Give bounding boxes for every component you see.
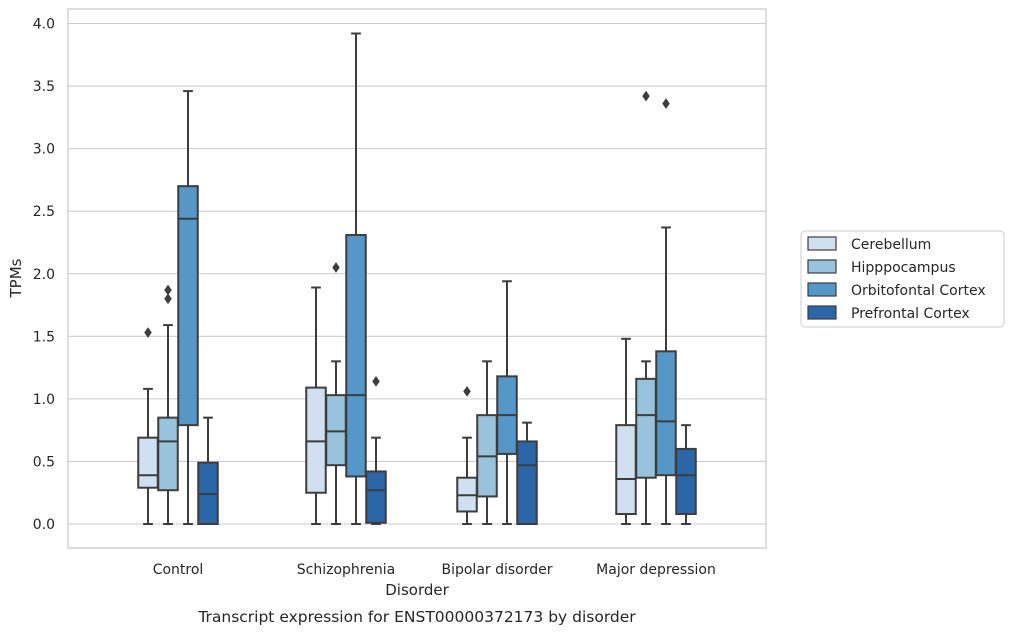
box-body — [305, 386, 327, 494]
box-body — [365, 470, 387, 524]
box — [635, 90, 657, 525]
y-tick-label: 3.0 — [33, 142, 55, 158]
legend: Cerebellum Hipppocampus Orbitofontal Corte… — [800, 230, 1005, 328]
box-body — [177, 185, 199, 427]
box-body — [655, 350, 677, 477]
box-body — [675, 447, 697, 515]
outlier-point — [372, 375, 380, 387]
outlier-point — [164, 293, 172, 305]
x-tick-label: Control — [153, 562, 204, 578]
legend-label: Cerebellum — [851, 237, 931, 253]
legend-label: Hipppocampus — [851, 260, 956, 276]
outlier-point — [144, 327, 152, 338]
y-tick-label: 2.5 — [33, 204, 55, 220]
box-body — [157, 416, 179, 492]
outlier-point — [332, 262, 340, 273]
x-axis-label: Disorder — [385, 581, 449, 599]
box — [655, 98, 677, 525]
y-axis-label: TPMs — [7, 258, 25, 298]
box-body — [615, 424, 637, 515]
box — [456, 385, 478, 525]
box — [476, 360, 498, 525]
box — [137, 327, 159, 525]
boxes — [137, 32, 697, 526]
y-axis-ticks: 0.0 0.5 1.0 1.5 2.0 2.5 3.0 3.5 4.0 — [33, 17, 55, 534]
outlier-point — [642, 90, 650, 102]
box — [516, 421, 538, 526]
box — [157, 284, 179, 525]
outlier-point — [164, 284, 172, 296]
legend-swatch — [807, 305, 837, 320]
legend-swatch — [807, 259, 837, 274]
box-body — [325, 394, 347, 467]
y-tick-label: 4.0 — [33, 17, 55, 33]
box-body — [137, 436, 159, 489]
box — [345, 32, 367, 525]
y-tick-label: 0.5 — [33, 454, 55, 470]
y-tick-label: 1.0 — [33, 392, 55, 408]
x-tick-label: Bipolar disorder — [441, 562, 552, 578]
y-tick-label: 1.5 — [33, 329, 55, 345]
y-tick-label: 3.5 — [33, 79, 55, 95]
legend-label: Orbitofontal Cortex — [851, 283, 986, 299]
outlier-point — [662, 98, 670, 110]
box — [675, 424, 697, 525]
chart-caption: Transcript expression for ENST0000037217… — [197, 608, 636, 626]
x-tick-label: Schizophrenia — [297, 562, 395, 578]
box-body — [345, 233, 367, 478]
x-tick-label: Major depression — [596, 562, 716, 578]
outlier-point — [463, 385, 471, 397]
legend-frame — [800, 230, 1005, 328]
legend-items: Cerebellum Hipppocampus Orbitofontal Corte… — [807, 236, 986, 322]
legend-swatch — [807, 282, 837, 297]
y-tick-label: 2.0 — [33, 267, 55, 283]
legend-swatch — [807, 236, 837, 251]
x-axis-ticks: Control Schizophrenia Bipolar disorder Majo… — [153, 562, 716, 578]
box-body — [516, 440, 538, 526]
box — [496, 280, 518, 525]
box — [365, 375, 387, 525]
box-body — [635, 377, 657, 479]
box — [197, 416, 219, 525]
y-tick-label: 0.0 — [33, 517, 55, 533]
legend-label: Prefrontal Cortex — [851, 306, 970, 322]
box — [177, 90, 199, 525]
